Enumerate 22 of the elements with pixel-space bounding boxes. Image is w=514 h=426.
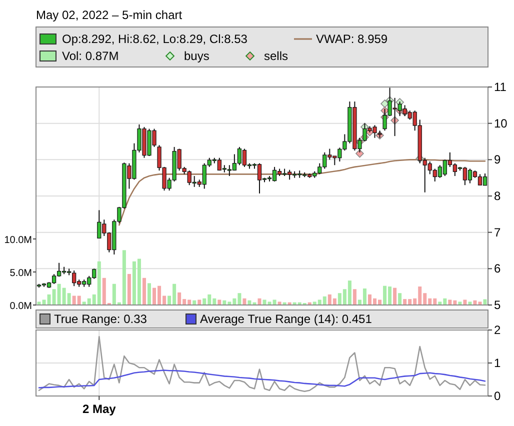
y-tick-label: 5: [494, 298, 501, 312]
y2-tick-label: 10.0M: [4, 234, 32, 246]
x-tick-label: 2 May: [82, 402, 116, 416]
y-tick-label: 11: [494, 80, 507, 94]
text: Op:8.292, Hi:8.62, Lo:8.29, Cl:8.53: [62, 32, 248, 46]
legend-label: sells: [264, 49, 288, 63]
y-tick-label: 0: [494, 389, 501, 403]
y-tick-label: 6: [494, 262, 501, 276]
legend-label: Vol: 0.87M: [62, 49, 119, 63]
y-tick-label: 8: [494, 189, 501, 203]
legend-label: buys: [184, 49, 210, 63]
y2-tick-label: 0.0M: [10, 301, 32, 312]
y-tick-label: 10: [494, 116, 508, 130]
y-tick-label: 9: [494, 152, 501, 167]
y-tick-label: 7: [494, 225, 501, 240]
y-tick-label: 2: [494, 323, 501, 337]
y2-tick-label: 5.0M: [10, 268, 32, 279]
y-tick-label: 1: [494, 356, 501, 370]
chart-subtitle: May 02, 2022 – 5-min chart: [36, 8, 183, 22]
legend-label: VWAP: 8.959: [316, 32, 388, 46]
legend-label: True Range: 0.33: [54, 312, 148, 326]
legend-label: Average True Range (14): 0.451: [200, 312, 372, 326]
